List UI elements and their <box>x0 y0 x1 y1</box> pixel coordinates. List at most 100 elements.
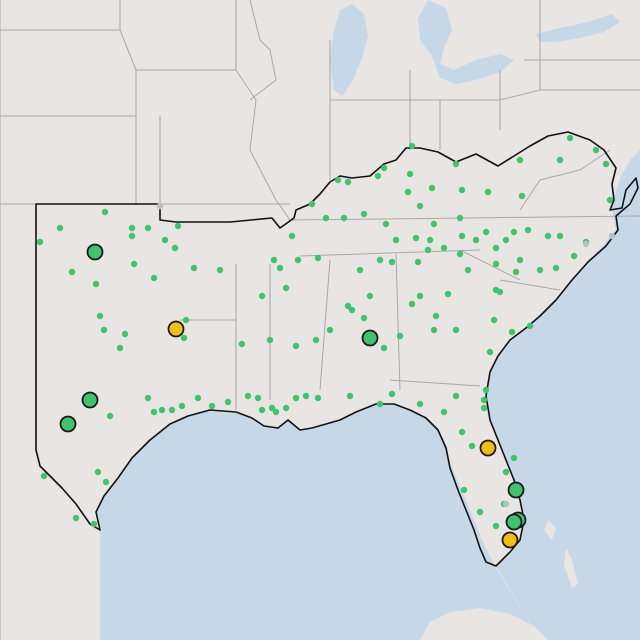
small-site-marker[interactable] <box>254 394 262 402</box>
small-site-marker[interactable] <box>458 186 466 194</box>
small-site-marker[interactable] <box>144 394 152 402</box>
small-site-marker[interactable] <box>380 164 388 172</box>
small-site-marker[interactable] <box>258 292 266 300</box>
small-site-marker[interactable] <box>492 260 500 268</box>
small-site-marker[interactable] <box>216 266 224 274</box>
small-site-marker[interactable] <box>326 326 334 334</box>
small-site-marker[interactable] <box>150 274 158 282</box>
small-site-marker[interactable] <box>194 394 202 402</box>
small-site-marker[interactable] <box>36 238 44 246</box>
small-site-marker[interactable] <box>308 200 316 208</box>
small-site-marker[interactable] <box>502 236 510 244</box>
small-site-marker[interactable] <box>334 176 342 184</box>
small-site-marker[interactable] <box>100 326 108 334</box>
small-site-marker[interactable] <box>292 342 300 350</box>
small-site-marker[interactable] <box>606 196 614 204</box>
large-site-marker-gold[interactable] <box>501 531 519 549</box>
small-site-marker[interactable] <box>416 202 424 210</box>
small-site-marker[interactable] <box>376 256 384 264</box>
small-site-marker[interactable] <box>512 268 520 276</box>
small-site-marker[interactable] <box>238 340 246 348</box>
small-site-marker[interactable] <box>484 188 492 196</box>
small-site-marker[interactable] <box>472 236 480 244</box>
small-site-marker[interactable] <box>430 326 438 334</box>
small-site-marker[interactable] <box>360 314 368 322</box>
large-site-marker-green[interactable] <box>59 415 77 433</box>
small-site-marker[interactable] <box>426 236 434 244</box>
small-site-marker[interactable] <box>408 300 416 308</box>
small-site-marker[interactable] <box>480 404 488 412</box>
small-site-marker[interactable] <box>482 386 490 394</box>
small-site-marker[interactable] <box>130 260 138 268</box>
small-site-marker[interactable] <box>244 392 252 400</box>
small-site-marker[interactable] <box>566 134 574 142</box>
small-site-marker[interactable] <box>502 468 510 476</box>
small-site-marker[interactable] <box>524 226 532 234</box>
small-site-marker[interactable] <box>516 256 524 264</box>
small-site-marker[interactable] <box>190 264 198 272</box>
small-site-marker[interactable] <box>388 390 396 398</box>
small-site-marker[interactable] <box>360 210 368 218</box>
small-site-marker[interactable] <box>476 508 484 516</box>
small-site-marker[interactable] <box>268 404 276 412</box>
large-site-marker-green[interactable] <box>505 513 523 531</box>
small-site-marker[interactable] <box>492 522 500 530</box>
small-site-marker[interactable] <box>294 256 302 264</box>
small-site-marker[interactable] <box>121 330 129 338</box>
small-site-marker[interactable] <box>416 292 424 300</box>
small-site-marker[interactable] <box>552 264 560 272</box>
small-site-marker[interactable] <box>178 402 186 410</box>
small-site-marker[interactable] <box>158 406 166 414</box>
small-site-marker[interactable] <box>412 234 420 242</box>
small-site-marker[interactable] <box>382 220 390 228</box>
small-site-marker[interactable] <box>72 514 80 522</box>
small-site-marker[interactable] <box>312 336 320 344</box>
small-site-marker[interactable] <box>376 400 384 408</box>
small-site-marker[interactable] <box>440 244 448 252</box>
small-site-marker[interactable] <box>348 306 356 314</box>
small-site-marker[interactable] <box>116 344 124 352</box>
small-site-marker[interactable] <box>408 142 416 150</box>
small-site-marker[interactable] <box>460 486 468 494</box>
small-site-marker[interactable] <box>180 334 188 342</box>
small-site-marker[interactable] <box>480 396 488 404</box>
small-site-marker[interactable] <box>508 328 516 336</box>
small-site-marker[interactable] <box>168 406 176 414</box>
small-site-marker[interactable] <box>314 254 322 262</box>
small-site-marker[interactable] <box>224 398 232 406</box>
small-site-marker[interactable] <box>452 326 460 334</box>
small-site-marker[interactable] <box>150 408 158 416</box>
small-site-marker[interactable] <box>174 222 182 230</box>
small-site-marker[interactable] <box>482 228 490 236</box>
large-site-marker-green[interactable] <box>81 391 99 409</box>
small-site-marker[interactable] <box>106 412 114 420</box>
small-site-marker[interactable] <box>388 258 396 266</box>
small-site-marker[interactable] <box>452 392 460 400</box>
small-site-marker[interactable] <box>430 220 438 228</box>
small-site-marker[interactable] <box>128 232 136 240</box>
small-site-marker[interactable] <box>424 246 432 254</box>
small-site-marker[interactable] <box>536 266 544 274</box>
small-site-marker[interactable] <box>458 428 466 436</box>
small-site-marker[interactable] <box>392 236 400 244</box>
small-site-marker[interactable] <box>406 170 414 178</box>
large-site-marker-green[interactable] <box>86 243 104 261</box>
small-site-marker[interactable] <box>518 192 526 200</box>
small-site-marker[interactable] <box>492 244 500 252</box>
small-site-marker[interactable] <box>182 316 190 324</box>
small-site-marker[interactable] <box>516 156 524 164</box>
small-site-marker[interactable] <box>270 256 278 264</box>
large-site-marker-gold[interactable] <box>167 320 185 338</box>
small-site-marker[interactable] <box>344 178 352 186</box>
small-site-marker[interactable] <box>94 468 102 476</box>
small-site-marker[interactable] <box>510 454 518 462</box>
small-site-marker[interactable] <box>456 214 464 222</box>
small-site-marker[interactable] <box>340 214 348 222</box>
small-site-marker[interactable] <box>40 472 48 480</box>
small-site-marker[interactable] <box>282 404 290 412</box>
small-site-marker[interactable] <box>208 402 216 410</box>
small-site-marker[interactable] <box>456 250 464 258</box>
muted-site-marker[interactable] <box>156 202 164 210</box>
small-site-marker[interactable] <box>464 266 472 274</box>
